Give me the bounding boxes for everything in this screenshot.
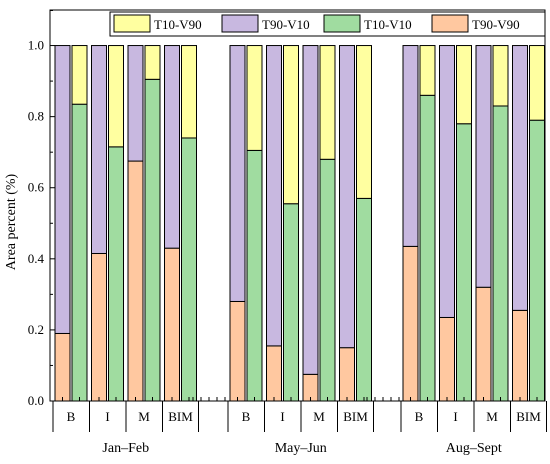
y-tick-label: 0.6 bbox=[28, 180, 45, 195]
y-tick-label: 0.4 bbox=[28, 251, 45, 266]
category-label: I bbox=[105, 409, 109, 424]
legend-swatch bbox=[221, 14, 259, 33]
bar-t90-v90 bbox=[439, 316, 455, 402]
y-axis-label: Area percent (%) bbox=[4, 173, 19, 270]
y-tick-label: 0.8 bbox=[28, 109, 44, 124]
category-label: B bbox=[242, 409, 251, 424]
bar-t90-v90 bbox=[164, 247, 180, 402]
category-label: M bbox=[486, 409, 498, 424]
bar-t90-v90 bbox=[402, 245, 419, 402]
bar-t90-v90 bbox=[229, 300, 246, 402]
bar-t90-v10 bbox=[127, 45, 144, 162]
legend-swatch bbox=[431, 14, 469, 33]
bar-t90-v10 bbox=[475, 45, 492, 288]
bar-t10-v10 bbox=[529, 119, 545, 402]
bar-t10-v90 bbox=[319, 45, 336, 160]
bar-t10-v90 bbox=[71, 45, 88, 105]
bar-t90-v10 bbox=[164, 45, 180, 249]
legend-label: T10-V90 bbox=[154, 17, 202, 32]
bar-t10-v90 bbox=[356, 45, 372, 199]
bar-t10-v10 bbox=[71, 103, 88, 402]
bar-t90-v10 bbox=[229, 45, 246, 302]
bar-t10-v10 bbox=[492, 105, 509, 402]
bar-t10-v10 bbox=[356, 197, 372, 402]
bar-t10-v10 bbox=[246, 149, 263, 402]
bar-t90-v90 bbox=[475, 286, 492, 402]
y-tick-label: 1.0 bbox=[28, 38, 44, 53]
bar-t90-v90 bbox=[266, 345, 282, 402]
legend-label: T90-V90 bbox=[472, 17, 520, 32]
group-label: Jan–Feb bbox=[102, 441, 149, 456]
bar-t10-v10 bbox=[181, 137, 197, 402]
bar-t90-v10 bbox=[402, 45, 419, 247]
bar-t90-v90 bbox=[91, 252, 107, 402]
bar-t10-v90 bbox=[492, 45, 509, 107]
bar-t10-v90 bbox=[529, 45, 545, 121]
bar-t90-v90 bbox=[512, 309, 528, 402]
bar-t90-v10 bbox=[339, 45, 355, 349]
category-label: M bbox=[138, 409, 150, 424]
bar-t10-v10 bbox=[319, 158, 336, 402]
bar-t10-v90 bbox=[246, 45, 263, 151]
bar-t90-v90 bbox=[127, 160, 144, 402]
category-label: BIM bbox=[168, 409, 193, 424]
bar-t10-v90 bbox=[456, 45, 472, 125]
category-label: B bbox=[67, 409, 76, 424]
bar-t10-v10 bbox=[456, 123, 472, 402]
bar-t10-v90 bbox=[419, 45, 436, 96]
bar-t90-v10 bbox=[302, 45, 319, 375]
bar-t90-v90 bbox=[339, 347, 355, 402]
legend: T10-V90 T90-V10 T10-V10 T90-V90 bbox=[109, 11, 546, 37]
bar-t90-v10 bbox=[439, 45, 455, 318]
group-label: Aug–Sept bbox=[446, 441, 502, 456]
bar-t90-v10 bbox=[266, 45, 282, 347]
bar-t90-v10 bbox=[54, 45, 71, 334]
bar-t10-v10 bbox=[108, 146, 124, 402]
bar-t90-v10 bbox=[91, 45, 107, 254]
category-label: I bbox=[453, 409, 457, 424]
category-label: M bbox=[313, 409, 325, 424]
bar-t90-v90 bbox=[54, 332, 71, 402]
y-tick-label: 0.2 bbox=[28, 322, 44, 337]
bar-t10-v10 bbox=[283, 203, 299, 402]
legend-swatch bbox=[323, 14, 361, 33]
category-label: BIM bbox=[516, 409, 541, 424]
bars-layer bbox=[54, 45, 545, 402]
bar-t90-v10 bbox=[512, 45, 528, 311]
legend-swatch bbox=[113, 14, 151, 33]
bar-t10-v10 bbox=[144, 78, 161, 402]
bar-t10-v90 bbox=[108, 45, 124, 148]
legend-label: T10-V10 bbox=[364, 17, 412, 32]
category-label: B bbox=[415, 409, 424, 424]
plot-frame bbox=[49, 9, 546, 402]
legend-label: T90-V10 bbox=[262, 17, 310, 32]
bar-t10-v90 bbox=[283, 45, 299, 205]
category-label: I bbox=[280, 409, 284, 424]
bar-t10-v10 bbox=[419, 94, 436, 402]
group-label: May–Jun bbox=[275, 441, 327, 456]
y-tick-label: 0.0 bbox=[28, 393, 44, 408]
bar-t10-v90 bbox=[144, 45, 161, 80]
bar-t10-v90 bbox=[181, 45, 197, 139]
category-label: BIM bbox=[343, 409, 368, 424]
